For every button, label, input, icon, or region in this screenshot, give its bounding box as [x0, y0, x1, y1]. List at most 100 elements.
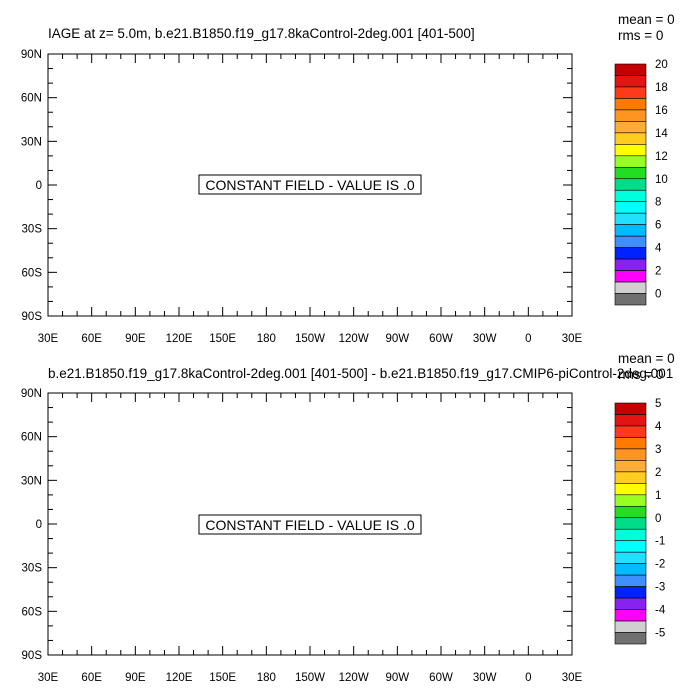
x-tick-label: 150W	[295, 672, 325, 684]
colorbar-box	[614, 178, 647, 191]
colorbar-box	[614, 235, 647, 248]
colorbar-box	[614, 505, 647, 519]
bottom-constant-field-message: CONSTANT FIELD - VALUE IS .0	[205, 517, 414, 533]
colorbar-box	[614, 437, 647, 450]
top-constant-field-message: CONSTANT FIELD - VALUE IS .0	[205, 177, 414, 193]
colorbar-label: 14	[655, 128, 668, 140]
bottom-panel-title: b.e21.B1850.f19_g17.8kaControl-2deg.001 …	[48, 366, 673, 381]
colorbar-box	[614, 494, 647, 507]
x-tick-label: 60E	[81, 333, 102, 345]
x-tick-label: 30E	[562, 333, 583, 345]
colorbar-box	[614, 597, 647, 610]
y-tick-label: 90S	[22, 650, 43, 662]
colorbar-box	[614, 109, 647, 122]
colorbar-box	[614, 155, 647, 168]
colorbar-box	[614, 483, 647, 496]
x-tick-label: 150W	[295, 333, 325, 345]
y-tick-label: 30S	[22, 224, 43, 236]
top-panel: IAGE at z= 5.0m, b.e21.B1850.f19_g17.8ka…	[21, 12, 675, 345]
y-tick-label: 30N	[21, 475, 42, 487]
colorbar-label: -5	[655, 628, 665, 640]
y-tick-label: 60S	[22, 267, 43, 279]
colorbar-label: 12	[655, 151, 668, 163]
colorbar-box	[614, 189, 647, 203]
x-tick-label: 150E	[209, 672, 236, 684]
colorbar-box	[614, 293, 647, 306]
colorbar-label: 2	[655, 266, 661, 278]
colorbar-box	[614, 471, 647, 484]
y-tick-label: 30N	[21, 136, 42, 148]
x-tick-label: 60E	[81, 672, 102, 684]
colorbar-box	[614, 540, 647, 553]
colorbar-box	[614, 98, 647, 111]
colorbar-box	[614, 86, 647, 99]
bottom-constant-field-box	[198, 514, 422, 535]
x-tick-label: 30E	[38, 333, 59, 345]
x-tick-label: 120E	[166, 333, 193, 345]
colorbar-box	[614, 212, 647, 225]
bottom-colorbar-labels: 5 4 3 2 1 0 -1 -2 -3 -4 -5	[655, 398, 666, 640]
top-colorbar	[614, 63, 647, 306]
y-tick-label: 90N	[21, 388, 42, 400]
x-tick-label: 90E	[125, 672, 146, 684]
x-tick-label: 180	[257, 333, 276, 345]
y-tick-label: 60S	[22, 606, 43, 618]
top-map-ticks	[47, 53, 573, 317]
x-tick-label: 90E	[125, 333, 146, 345]
bottom-map-ticks	[47, 392, 573, 656]
top-x-tick-labels: 30E 60E 90E 120E 150E 180 150W 120W 90W 60W 30W 0 30…	[38, 333, 583, 345]
colorbar-box	[614, 551, 647, 564]
top-panel-rms: rms = 0	[618, 28, 663, 43]
x-tick-label: 90W	[386, 333, 410, 345]
colorbar-box	[614, 460, 647, 473]
y-tick-label: 60N	[21, 93, 42, 105]
y-tick-label: 90N	[21, 49, 42, 61]
colorbar-box	[614, 166, 647, 180]
colorbar-box	[614, 144, 647, 157]
colorbar-box	[614, 63, 647, 76]
bottom-colorbar	[614, 402, 647, 645]
y-tick-label: 60N	[21, 432, 42, 444]
colorbar-label: 0	[655, 513, 661, 525]
bottom-panel: b.e21.B1850.f19_g17.8kaControl-2deg.001 …	[21, 351, 675, 684]
x-tick-label: 180	[257, 672, 276, 684]
y-tick-label: 0	[36, 519, 42, 531]
colorbar-label: 10	[655, 174, 668, 186]
colorbar-box	[614, 620, 647, 633]
colorbar-box	[614, 132, 647, 145]
bottom-panel-mean: mean = 0	[618, 351, 675, 366]
colorbar-box	[614, 224, 647, 237]
x-tick-label: 90W	[386, 672, 410, 684]
x-tick-label: 30W	[473, 333, 497, 345]
colorbar-box	[614, 517, 647, 530]
y-tick-label: 30S	[22, 563, 43, 575]
top-panel-mean: mean = 0	[618, 12, 675, 27]
colorbar-label: 18	[655, 82, 668, 94]
colorbar-box	[614, 609, 647, 622]
y-tick-label: 0	[36, 180, 42, 192]
x-tick-label: 30E	[562, 672, 583, 684]
x-tick-label: 150E	[209, 333, 236, 345]
colorbar-box	[614, 258, 647, 271]
colorbar-label: 16	[655, 105, 668, 117]
colorbar-label: 1	[655, 490, 661, 502]
colorbar-box	[614, 574, 647, 587]
x-tick-label: 0	[525, 672, 531, 684]
colorbar-box	[614, 121, 647, 134]
x-tick-label: 120E	[166, 672, 193, 684]
bottom-x-tick-labels: 30E 60E 90E 120E 150E 180 150W 120W 90W 60W 30W 0 30…	[38, 672, 583, 684]
colorbar-label: 0	[655, 289, 661, 301]
y-tick-label: 90S	[22, 311, 43, 323]
colorbar-box	[614, 563, 647, 576]
colorbar-label: -1	[655, 536, 665, 548]
bottom-y-tick-labels: 90N 60N 30N 0 30S 60S 90S	[21, 388, 42, 662]
colorbar-box	[614, 75, 647, 88]
bottom-panel-rms: rms = 0	[618, 367, 663, 382]
top-panel-title: IAGE at z= 5.0m, b.e21.B1850.f19_g17.8ka…	[48, 26, 475, 41]
x-tick-label: 120W	[339, 672, 369, 684]
colorbar-label: 4	[655, 421, 662, 433]
colorbar-box	[614, 201, 647, 214]
top-y-tick-labels: 90N 60N 30N 0 30S 60S 90S	[21, 49, 42, 323]
